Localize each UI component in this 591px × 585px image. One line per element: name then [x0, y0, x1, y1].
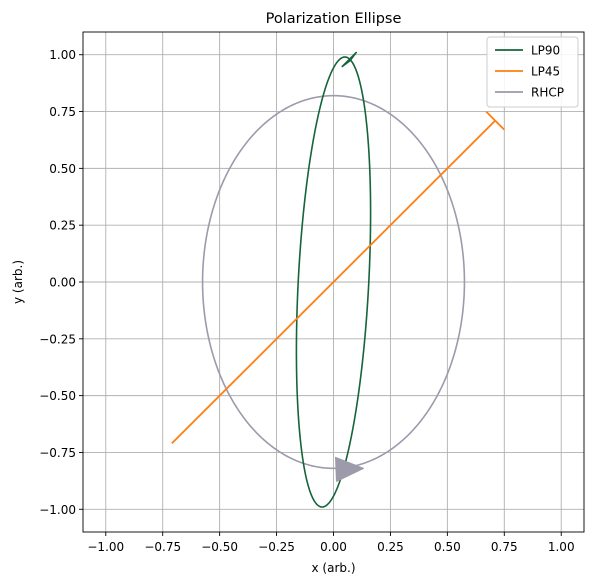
rhcp-ellipse: [201, 94, 466, 470]
series-layer: [171, 51, 505, 508]
legend-label: RHCP: [531, 86, 564, 100]
y-tick-label: 1.00: [49, 48, 76, 62]
legend-label: LP90: [531, 44, 560, 58]
rhcp-arrow-head: [335, 456, 364, 482]
legend-label: LP45: [531, 65, 560, 79]
y-tick-label: 0.50: [49, 162, 76, 176]
y-axis-label: y (arb.): [11, 260, 25, 304]
y-tick-label: −0.25: [39, 332, 76, 346]
y-tick-label: −0.50: [39, 389, 76, 403]
y-tick-label: 0.00: [49, 276, 76, 290]
chart-title: Polarization Ellipse: [266, 11, 402, 27]
legend: LP90 LP45 RHCP: [486, 36, 579, 108]
lp45-arrow-head: [485, 110, 505, 131]
y-tick-label: −1.00: [39, 503, 76, 517]
x-tick-label: 0.50: [434, 540, 461, 554]
y-tick-label: 0.25: [49, 219, 76, 233]
y-tick-label: −0.75: [39, 446, 76, 460]
x-tick-label: 0.75: [491, 540, 518, 554]
lp90-arrow-head: [341, 51, 358, 68]
x-tick-label: −0.25: [258, 540, 295, 554]
x-axis-label: x (arb.): [312, 561, 356, 575]
x-tick-label: 1.00: [548, 540, 575, 554]
x-tick-label: −0.50: [201, 540, 238, 554]
x-tick-label: −0.75: [144, 540, 181, 554]
x-tick-label: 0.00: [320, 540, 347, 554]
ticks: −1.00 −0.75 −0.50 −0.25 0.00 0.25 0.50 0.75 1.00…: [39, 48, 574, 554]
y-tick-label: 0.75: [49, 105, 76, 119]
x-tick-label: 0.25: [377, 540, 404, 554]
legend-box: [486, 36, 579, 108]
lp45-line: [171, 119, 496, 445]
x-tick-label: −1.00: [87, 540, 124, 554]
